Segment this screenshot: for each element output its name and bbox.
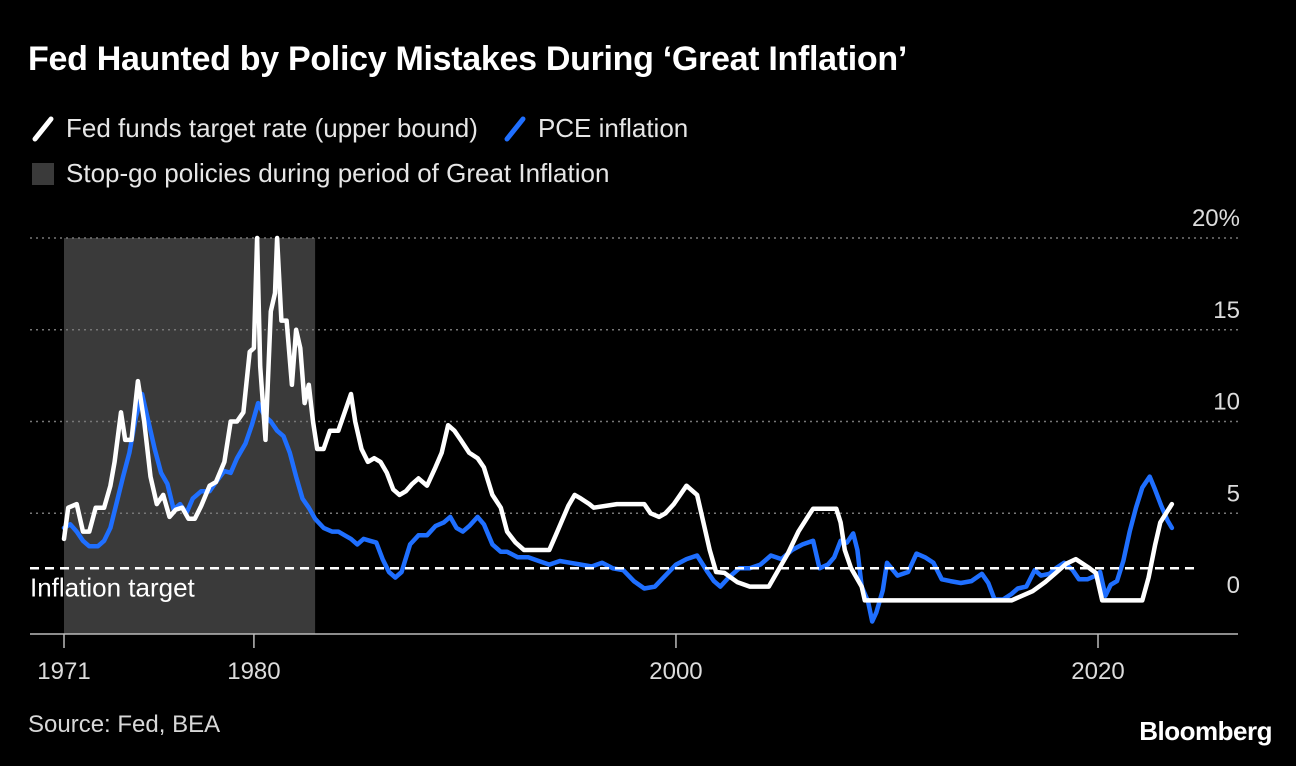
series-line-pce-inflation — [61, 391, 1175, 624]
chart-title: Fed Haunted by Policy Mistakes During ‘G… — [28, 40, 907, 78]
y-tick-label-10: 10 — [1213, 389, 1240, 416]
blue-line-swatch-icon — [504, 116, 526, 141]
legend-label-pce: PCE inflation — [537, 113, 689, 143]
y-tick-label-20: 20% — [1192, 205, 1240, 232]
y-tick-label-0: 0 — [1227, 572, 1240, 599]
legend-item-shaded: Stop-go policies during period of Great … — [32, 158, 609, 189]
legend-row-lines: Fed funds target rate (upper bound) PCE … — [32, 113, 714, 144]
y-tick-label-15: 15 — [1213, 297, 1240, 324]
x-tick-label-1980: 1980 — [227, 658, 280, 685]
legend-label-shaded: Stop-go policies during period of Great … — [66, 158, 610, 188]
legend-item-pce: PCE inflation — [504, 113, 688, 144]
bloomberg-logo: Bloomberg — [1139, 716, 1272, 746]
source-note: Source: Fed, BEA — [28, 711, 221, 738]
series-line-fed-funds-target-rate-upper-bound — [61, 235, 1175, 603]
legend-label-fed-funds: Fed funds target rate (upper bound) — [66, 113, 478, 143]
white-line-swatch-icon — [32, 116, 54, 141]
legend-row-shaded: Stop-go policies during period of Great … — [32, 158, 635, 189]
x-tick-label-2020: 2020 — [1071, 658, 1124, 685]
gray-box-swatch-icon — [32, 162, 54, 185]
legend-item-fed-funds: Fed funds target rate (upper bound) — [32, 113, 478, 144]
x-tick-label-2000: 2000 — [649, 658, 702, 685]
x-tick-label-1971: 1971 — [37, 658, 90, 685]
inflation-target-label: Inflation target — [30, 572, 196, 602]
y-tick-label-5: 5 — [1227, 480, 1240, 507]
